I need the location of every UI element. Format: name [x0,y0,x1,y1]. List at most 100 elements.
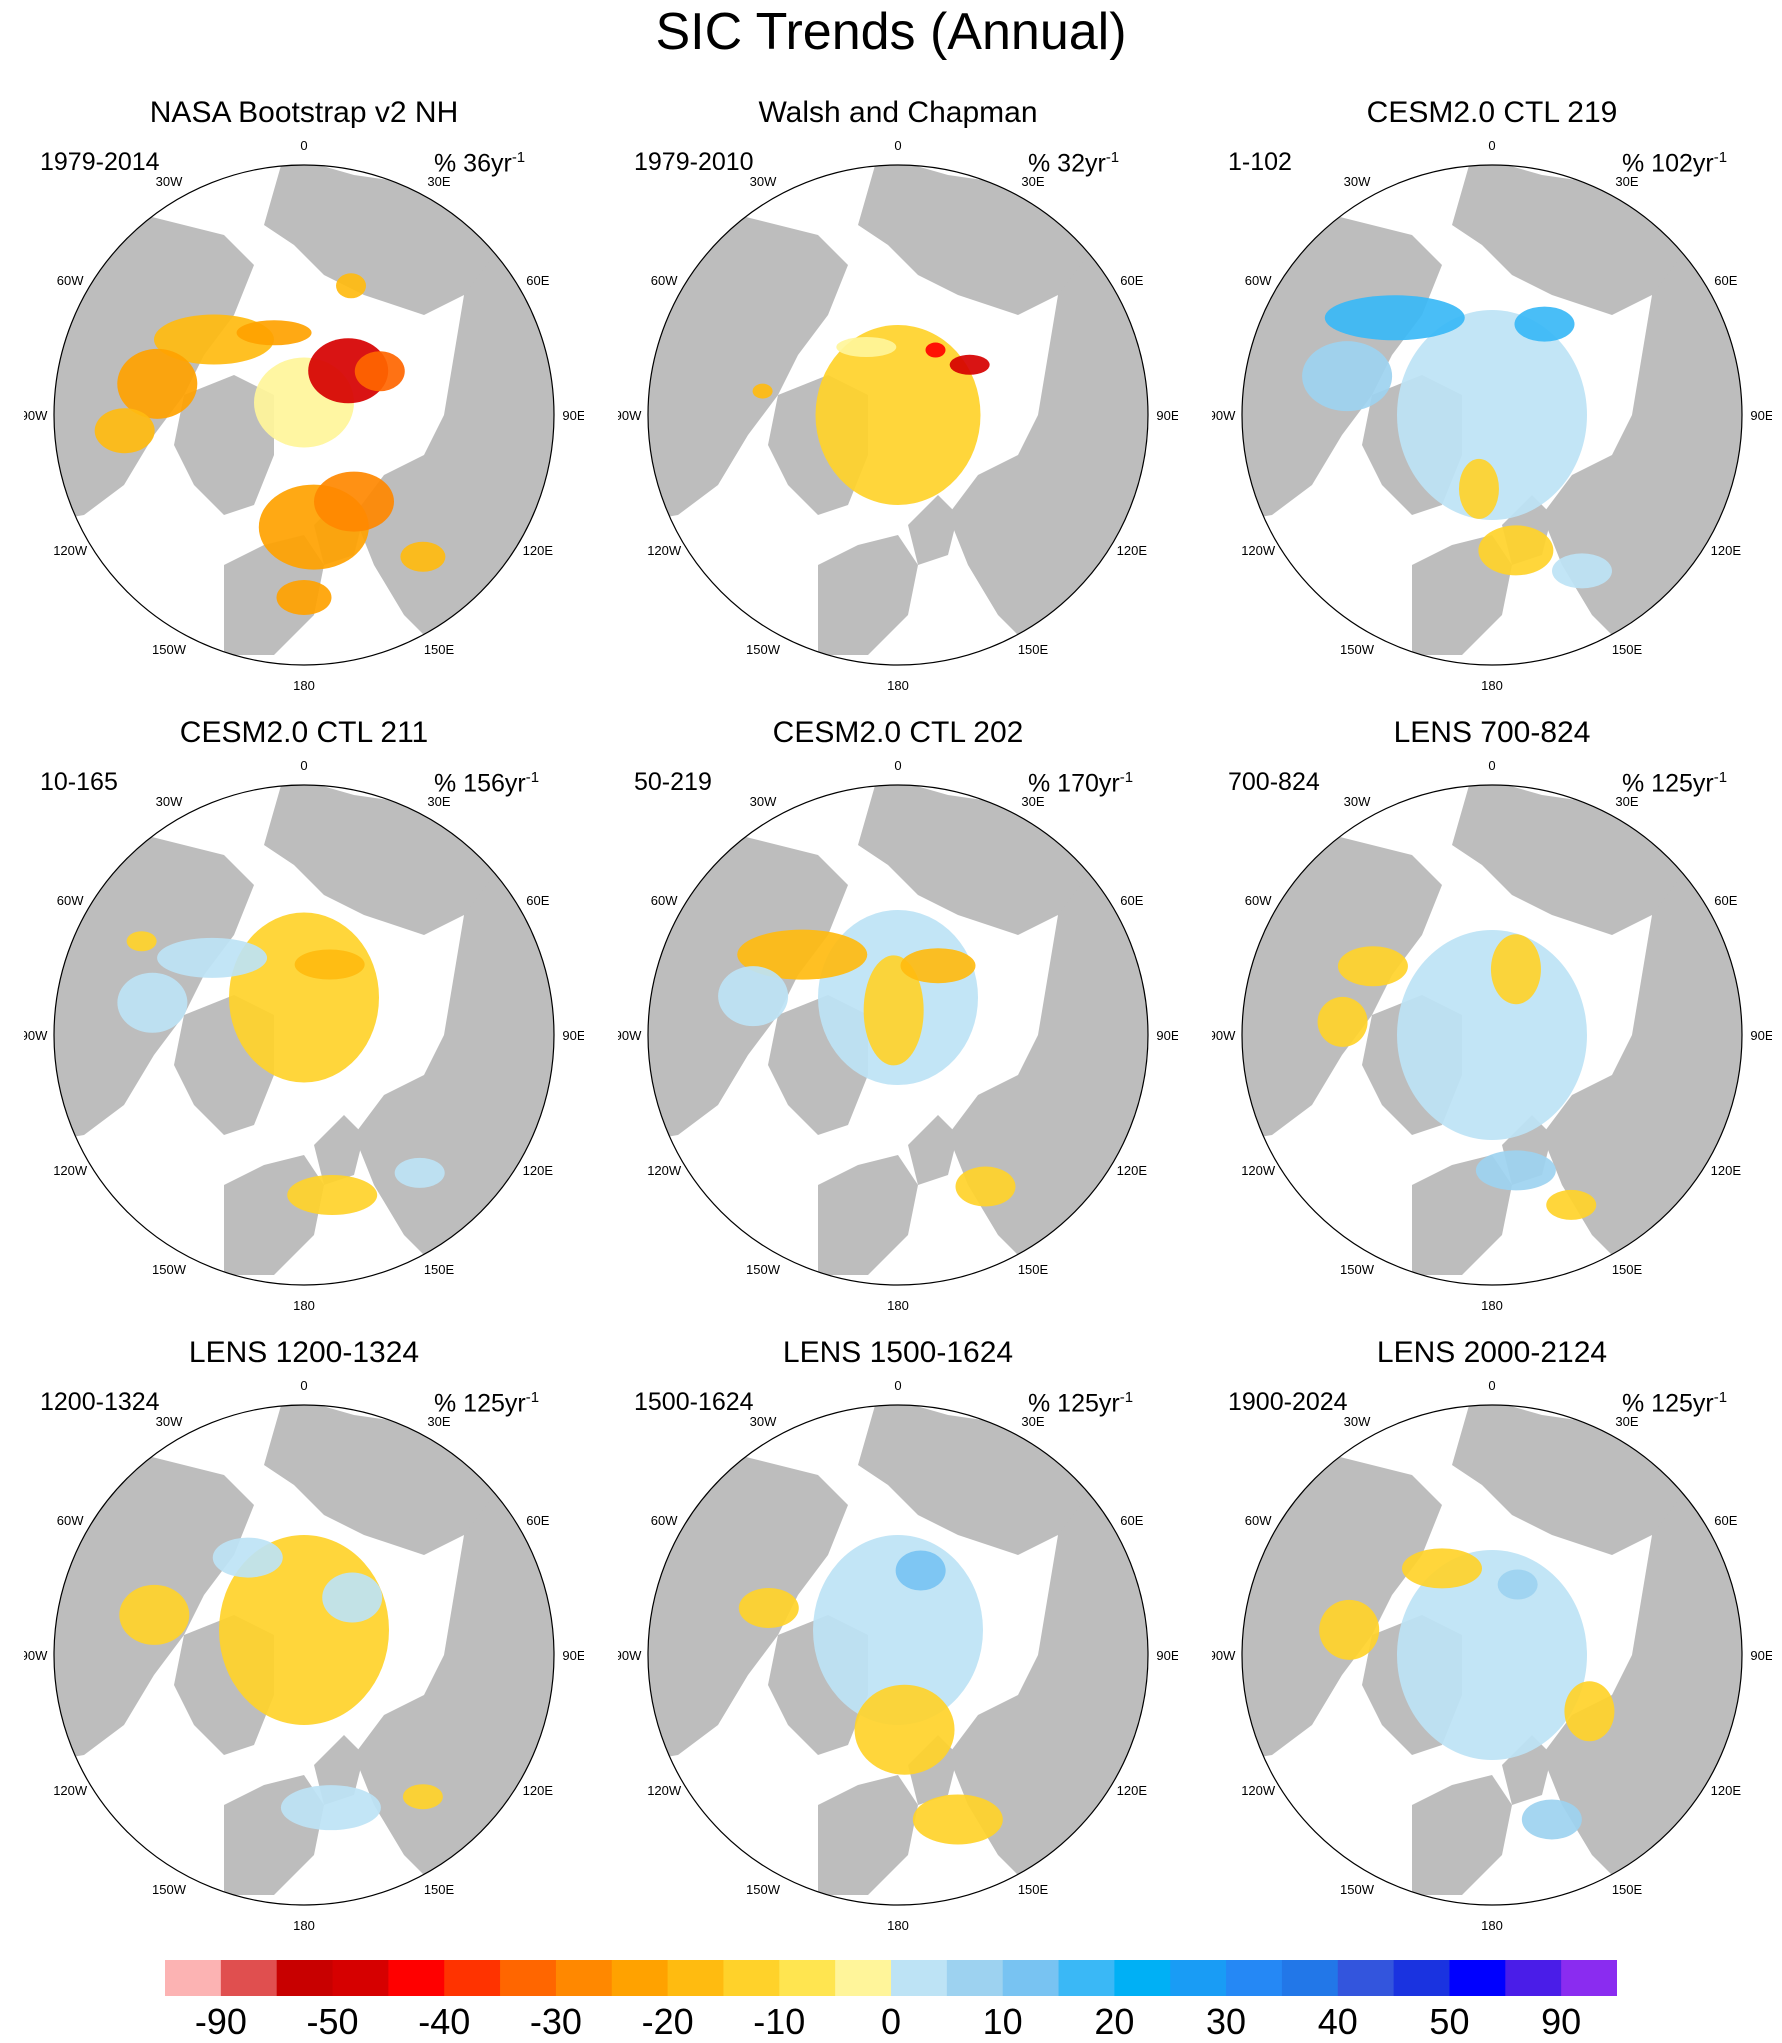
longitude-label: 90W [1212,1648,1236,1663]
colorbar-label: -90 [194,2001,247,2042]
panel-trend-exponent: -1 [1119,1389,1134,1406]
longitude-label: 120W [1241,543,1276,558]
longitude-label: 90W [1212,408,1236,423]
trend-patch [126,931,157,952]
colorbar-swatch [1114,1960,1171,1996]
panel-trend: % 125yr-1 [1622,763,1727,798]
longitude-label: 150W [746,1882,781,1897]
panel-trend-text: % 125yr [1622,769,1714,798]
colorbar-label: 20 [1094,2001,1135,2042]
map-outline [1241,784,1743,1286]
trend-patch [1337,946,1408,987]
trend-patch [895,1550,946,1591]
colorbar-swatch [1058,1960,1115,1996]
colorbar-label: 90 [1541,2001,1582,2042]
longitude-label: 0 [1488,1378,1495,1393]
longitude-label: 0 [300,758,307,773]
trend-patch [1397,930,1587,1140]
longitude-label: 90W [24,1648,48,1663]
panel-trend: % 170yr-1 [1028,763,1133,798]
colorbar-swatch [444,1960,501,1996]
colorbar-swatch [891,1960,948,1996]
panel-title: LENS 2000-2124 [1376,1336,1608,1369]
colorbar-label: 30 [1206,2001,1247,2042]
longitude-label: 90E [1750,1028,1772,1043]
colorbar-label: 50 [1429,2001,1470,2042]
panel-trend-exponent: -1 [1713,149,1728,166]
longitude-label: 150E [424,642,455,657]
map-panel: LENS 2000-2124 1900-2024% 125yr-1 180 150E 1… [1212,1335,1772,1935]
longitude-label: 60E [1120,273,1143,288]
longitude-label: 60W [1245,893,1272,908]
map-outline [647,784,1149,1286]
longitude-label: 30E [1615,1414,1638,1429]
longitude-label: 150W [746,1262,781,1277]
trend-patch [1319,1599,1380,1660]
colorbar-swatch [835,1960,892,1996]
colorbar-swatch [611,1960,669,1996]
panel-trend-exponent: -1 [1713,1389,1728,1406]
longitude-label: 120E [523,1163,554,1178]
land-mass [1412,1775,1512,1895]
longitude-label: 90E [562,1028,584,1043]
longitude-label: 180 [1481,678,1503,693]
longitude-label: 180 [887,678,909,693]
panel-trend: % 36yr-1 [434,143,525,178]
trend-patch [117,348,198,419]
longitude-label: 120W [647,1163,682,1178]
trend-patch [280,1785,381,1831]
map-panel: CESM2.0 CTL 202 50-219 % 170yr-1 180 150E 120… [618,715,1178,1315]
trend-patch [336,273,367,299]
longitude-label: 150E [1612,1882,1643,1897]
map-outline [53,784,555,1286]
panel-trend: % 125yr-1 [1622,1383,1727,1418]
panel-title: CESM2.0 CTL 211 [179,716,429,749]
longitude-label: 120E [1117,1783,1148,1798]
trend-patch [752,383,773,399]
longitude-label: 30W [750,174,777,189]
longitude-label: 30W [1344,1414,1371,1429]
panel-period: 1900-2024 [1228,1388,1348,1416]
longitude-label: 60W [1245,1513,1272,1528]
panel-trend-exponent: -1 [525,769,540,786]
longitude-label: 150W [152,642,187,657]
polar-map: 180 150E 120E 90E 60E 30E 0 30W 60W 90W 120W 150W [1212,758,1772,1313]
trend-patch [1302,341,1393,412]
longitude-label: 60E [1120,1513,1143,1528]
longitude-label: 150W [1340,642,1375,657]
trend-patch [287,1175,378,1216]
colorbar-swatch [1170,1960,1227,1996]
trend-patch [117,972,188,1033]
longitude-label: 30E [1021,794,1044,809]
longitude-label: 60E [1120,893,1143,908]
panel-period: 700-824 [1228,768,1320,796]
longitude-label: 150E [1018,642,1049,657]
longitude-label: 90W [1212,1028,1236,1043]
map-panel: CESM2.0 CTL 219 1-102 % 102yr-1 180 150E 120E… [1212,95,1772,695]
longitude-label: 90W [24,408,48,423]
colorbar-label: 10 [982,2001,1023,2042]
panel-trend-exponent: -1 [1105,149,1120,166]
longitude-label: 90E [562,1648,584,1663]
panel-title: LENS 700-824 [1393,716,1591,749]
panel-trend: % 102yr-1 [1622,143,1727,178]
map-panel: LENS 1500-1624 1500-1624% 125yr-1 180 150E 1… [618,1335,1178,1935]
colorbar-swatch [1337,1960,1395,1996]
polar-map: 180 150E 120E 90E 60E 30E 0 30W 60W 90W 120W 150W [24,758,584,1313]
longitude-label: 180 [887,1918,909,1933]
trend-patch [1514,306,1575,342]
longitude-label: 0 [894,758,901,773]
longitude-label: 0 [1488,758,1495,773]
colorbar-swatch [388,1960,445,1996]
longitude-label: 120W [53,543,88,558]
panel-title: LENS 1200-1324 [188,1336,420,1369]
panel-trend-text: % 125yr [1622,1389,1714,1418]
longitude-label: 30W [156,174,183,189]
colorbar-label: -40 [418,2001,471,2042]
longitude-label: 60E [526,273,549,288]
map-outline [647,1404,1149,1906]
panel-period: 1979-2010 [634,148,754,176]
trend-patch [1475,1150,1556,1191]
panel-trend-text: % 156yr [434,769,526,798]
longitude-label: 60E [526,893,549,908]
